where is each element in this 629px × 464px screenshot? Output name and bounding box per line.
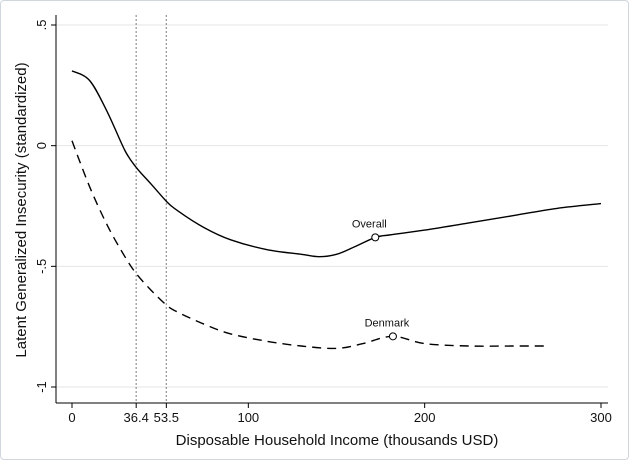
y-tick-label-0: .5 <box>34 20 49 31</box>
x-axis-title: Disposable Household Income (thousands U… <box>176 432 499 449</box>
annotation-label-overall: Overall <box>352 218 387 230</box>
series-line-overall <box>71 70 602 258</box>
y-tick-label-1: 0 <box>34 142 49 149</box>
annotation-marker-overall <box>371 233 380 242</box>
x-tick-label-5: 300 <box>590 410 612 425</box>
x-tick-label-1: 36.4 <box>124 410 149 425</box>
reference-lines <box>135 15 167 403</box>
y-tick-label-2: -.5 <box>34 259 49 274</box>
y-axis-title: Latent Generalized Insecurity (standardi… <box>13 62 30 357</box>
series-line-denmark <box>71 140 545 350</box>
x-tick-label-4: 200 <box>414 410 436 425</box>
annotations: Overall Denmark <box>352 218 410 341</box>
annotation-marker-denmark <box>388 332 397 341</box>
y-tick-label-3: -1 <box>34 381 49 393</box>
axes: 0 36.4 53.5 100 200 300 .5 0 -.5 -1 <box>34 15 612 425</box>
x-tick-label-0: 0 <box>68 410 75 425</box>
x-tick-label-3: 100 <box>237 410 259 425</box>
series-layer <box>71 70 602 350</box>
annotation-label-denmark: Denmark <box>365 317 410 329</box>
gridlines <box>56 24 608 388</box>
x-tick-label-2: 53.5 <box>154 410 179 425</box>
